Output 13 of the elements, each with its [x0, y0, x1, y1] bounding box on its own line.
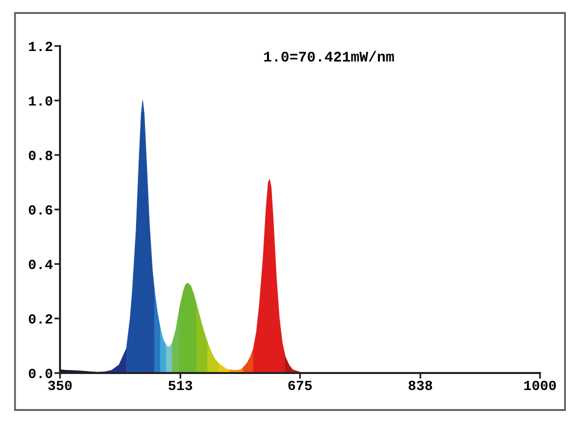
annotation: 1.0=70.421mW/nm	[264, 50, 394, 62]
y-tick-label: 0.6	[28, 205, 52, 215]
y-tick-label: 1.0	[28, 96, 52, 106]
y-tick-label: 0.2	[28, 314, 52, 324]
x-tick-label: 1000	[524, 380, 556, 390]
y-tick-label: 0.0	[28, 368, 52, 378]
x-tick-label: 838	[408, 380, 432, 390]
x-tick-label: 675	[288, 380, 312, 390]
x-tick-label: 350	[48, 380, 72, 390]
x-tick-label: 513	[168, 380, 192, 390]
y-tick-label: 0.8	[28, 150, 52, 160]
y-tick-label: 1.2	[28, 42, 52, 52]
y-tick-label: 0.4	[28, 260, 53, 270]
